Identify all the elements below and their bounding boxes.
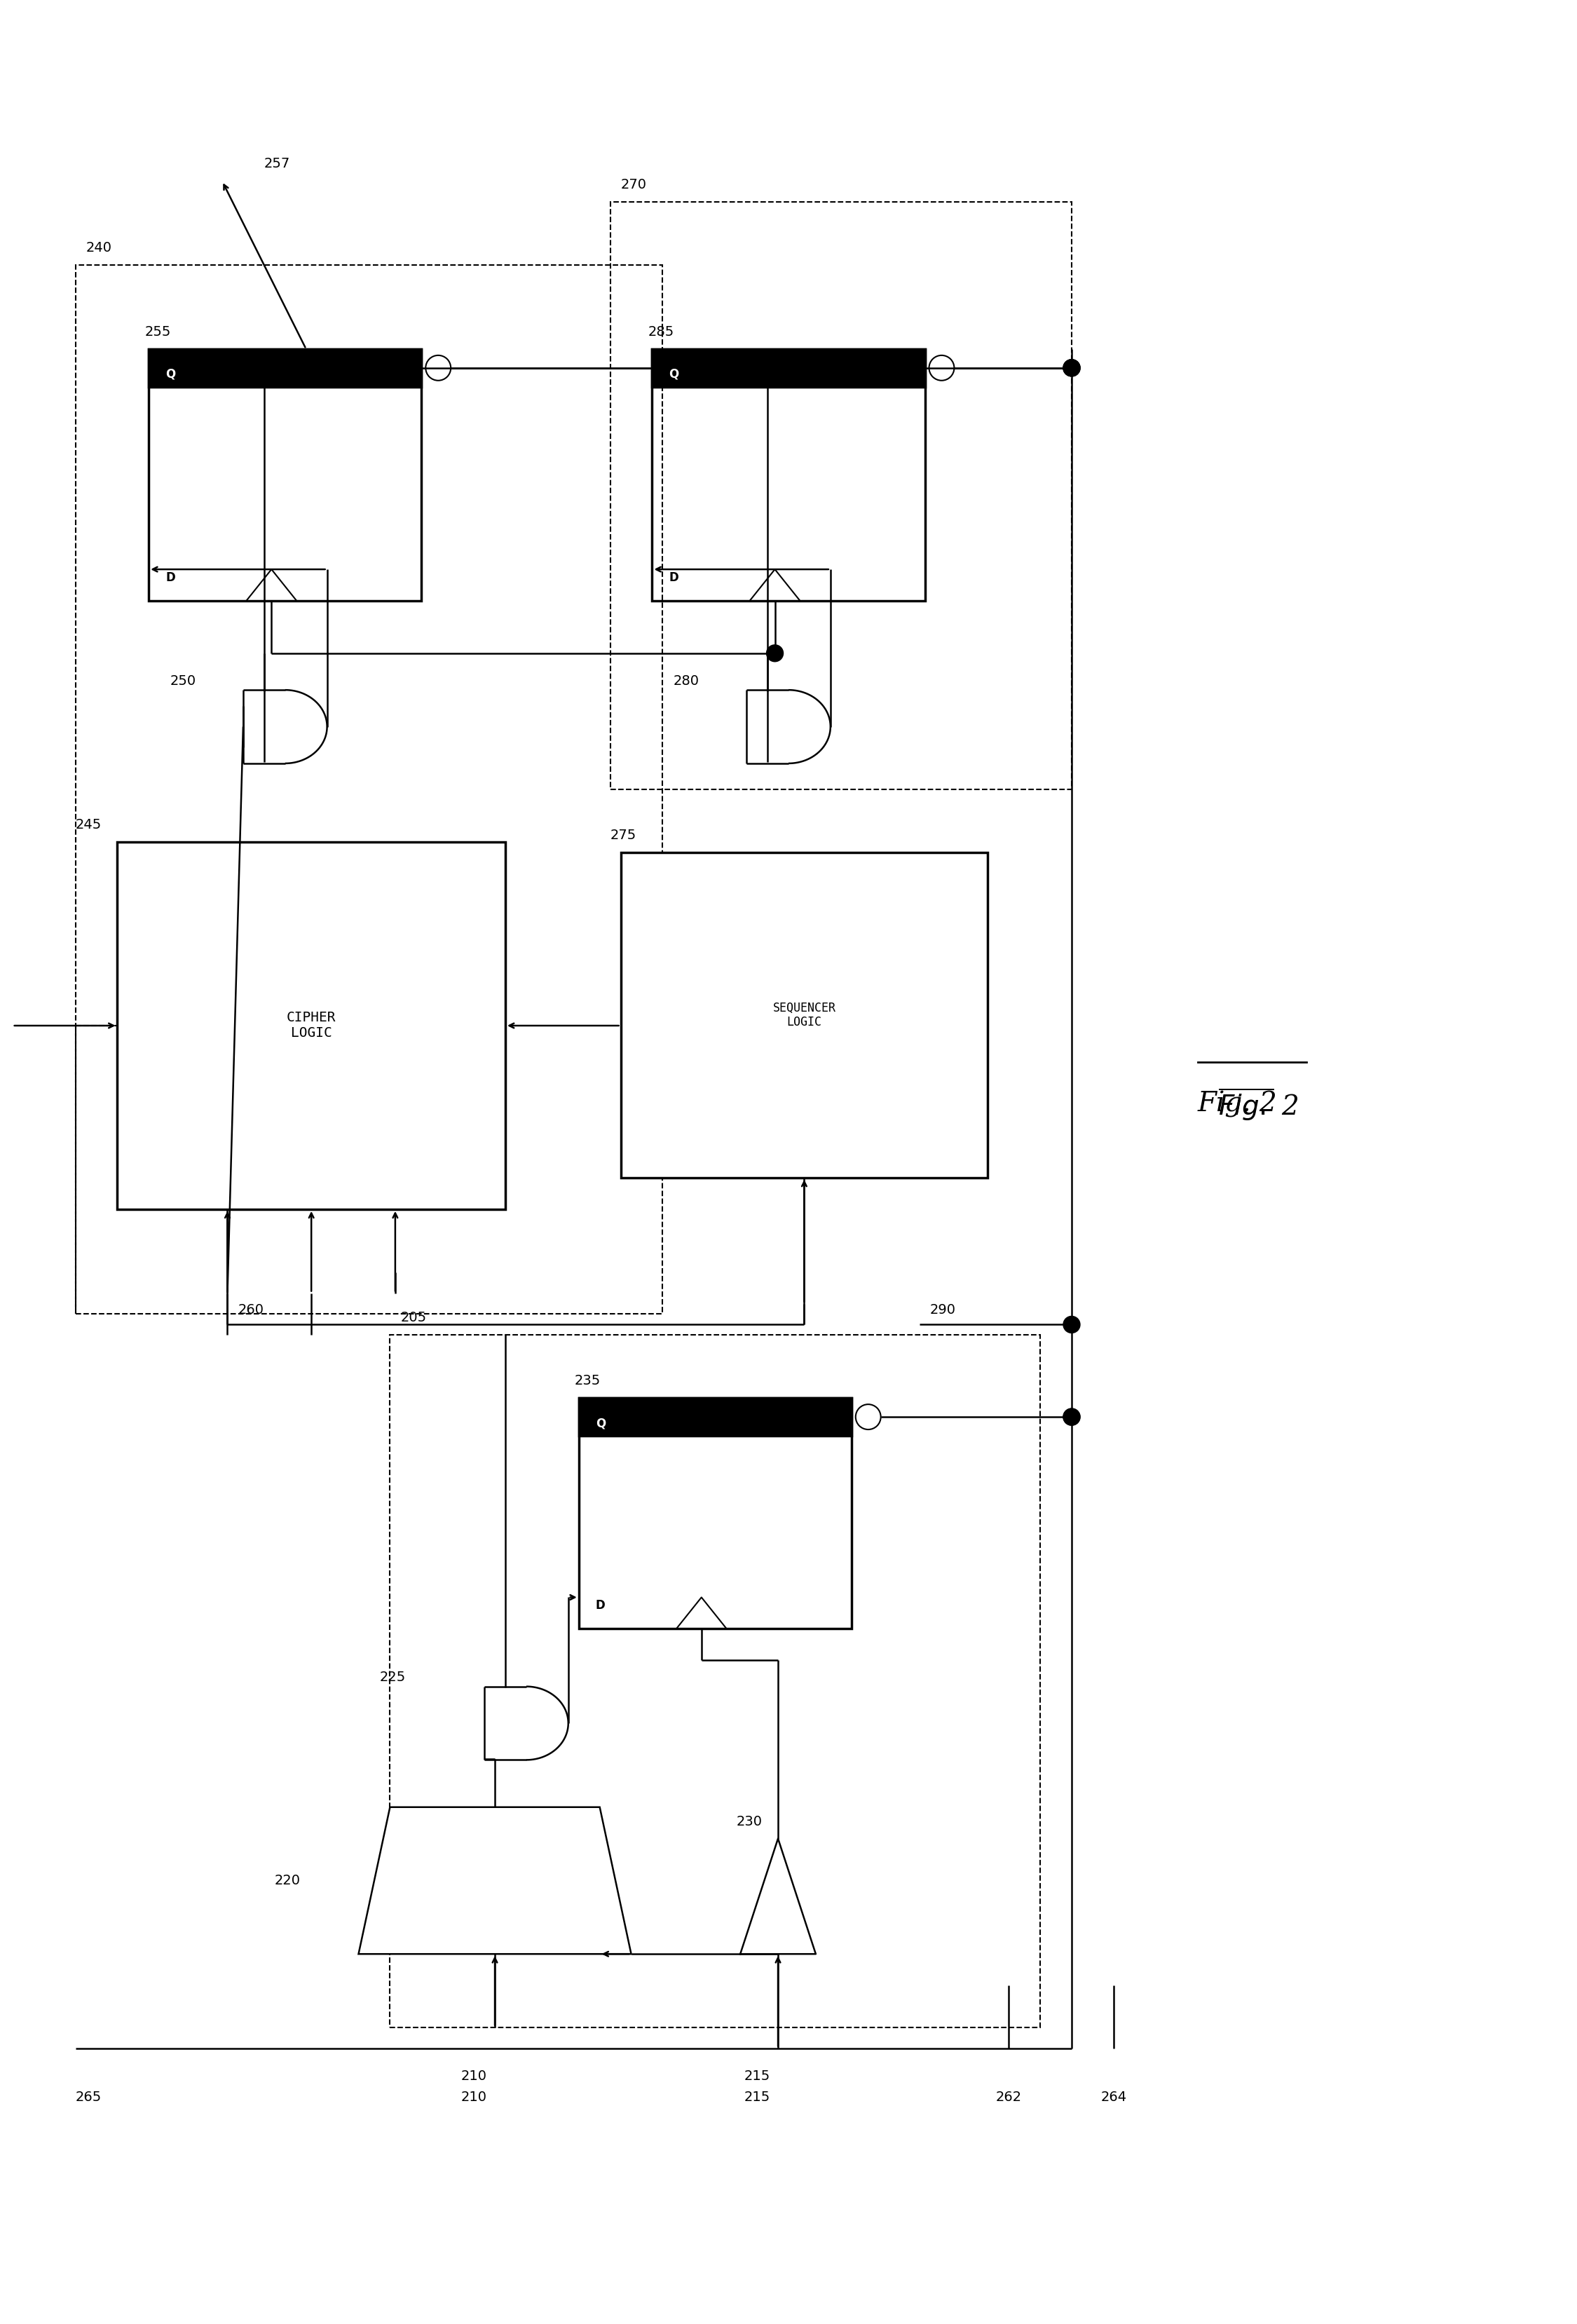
Text: 225: 225 <box>380 1671 405 1685</box>
Bar <box>76 265 662 1313</box>
Text: 250: 250 <box>170 674 196 688</box>
Bar <box>148 349 421 386</box>
Bar <box>390 1334 1041 2027</box>
Circle shape <box>1063 360 1080 376</box>
Text: 235: 235 <box>574 1373 601 1387</box>
Text: 215: 215 <box>744 2068 770 2082</box>
Bar <box>653 349 924 386</box>
Bar <box>610 202 1072 790</box>
Circle shape <box>1063 360 1080 376</box>
Text: SEQUENCER
LOGIC: SEQUENCER LOGIC <box>773 1002 836 1030</box>
Text: 260: 260 <box>238 1304 263 1318</box>
Bar <box>621 853 987 1178</box>
Bar <box>117 841 505 1208</box>
Text: 262: 262 <box>995 2089 1022 2103</box>
Text: 220: 220 <box>274 1873 301 1887</box>
Bar <box>579 1399 852 1436</box>
Text: 230: 230 <box>736 1815 762 1829</box>
Text: 270: 270 <box>621 179 647 191</box>
Text: D: D <box>596 1599 606 1613</box>
Polygon shape <box>358 1808 631 1954</box>
Text: 275: 275 <box>610 830 637 841</box>
Text: 264: 264 <box>1101 2089 1126 2103</box>
Circle shape <box>759 360 776 376</box>
Text: 280: 280 <box>673 674 699 688</box>
Text: 245: 245 <box>76 818 101 832</box>
Bar <box>653 349 924 602</box>
Text: 265: 265 <box>76 2089 101 2103</box>
Bar <box>579 1399 852 1629</box>
Text: CIPHER
LOGIC: CIPHER LOGIC <box>287 1011 336 1041</box>
Circle shape <box>766 644 784 662</box>
Text: $\overline{Fig.}$ 2: $\overline{Fig.}$ 2 <box>1219 1085 1299 1122</box>
Text: Q: Q <box>596 1418 606 1429</box>
Text: 285: 285 <box>648 325 673 339</box>
Circle shape <box>1063 1315 1080 1334</box>
Circle shape <box>1063 1408 1080 1425</box>
Text: Q: Q <box>669 367 680 381</box>
Text: 215: 215 <box>744 2089 770 2103</box>
Text: D: D <box>669 572 678 583</box>
Text: D: D <box>166 572 175 583</box>
Circle shape <box>1063 360 1080 376</box>
Text: 257: 257 <box>263 158 290 170</box>
Bar <box>148 349 421 602</box>
Text: 290: 290 <box>930 1304 956 1318</box>
Circle shape <box>1063 1408 1080 1425</box>
Text: 240: 240 <box>85 242 112 256</box>
Text: 210: 210 <box>460 2089 487 2103</box>
Text: 205: 205 <box>401 1311 426 1325</box>
Text: Fig. 2: Fig. 2 <box>1197 1090 1277 1118</box>
Text: 210: 210 <box>460 2068 487 2082</box>
Text: Q: Q <box>166 367 175 381</box>
Text: 255: 255 <box>145 325 170 339</box>
